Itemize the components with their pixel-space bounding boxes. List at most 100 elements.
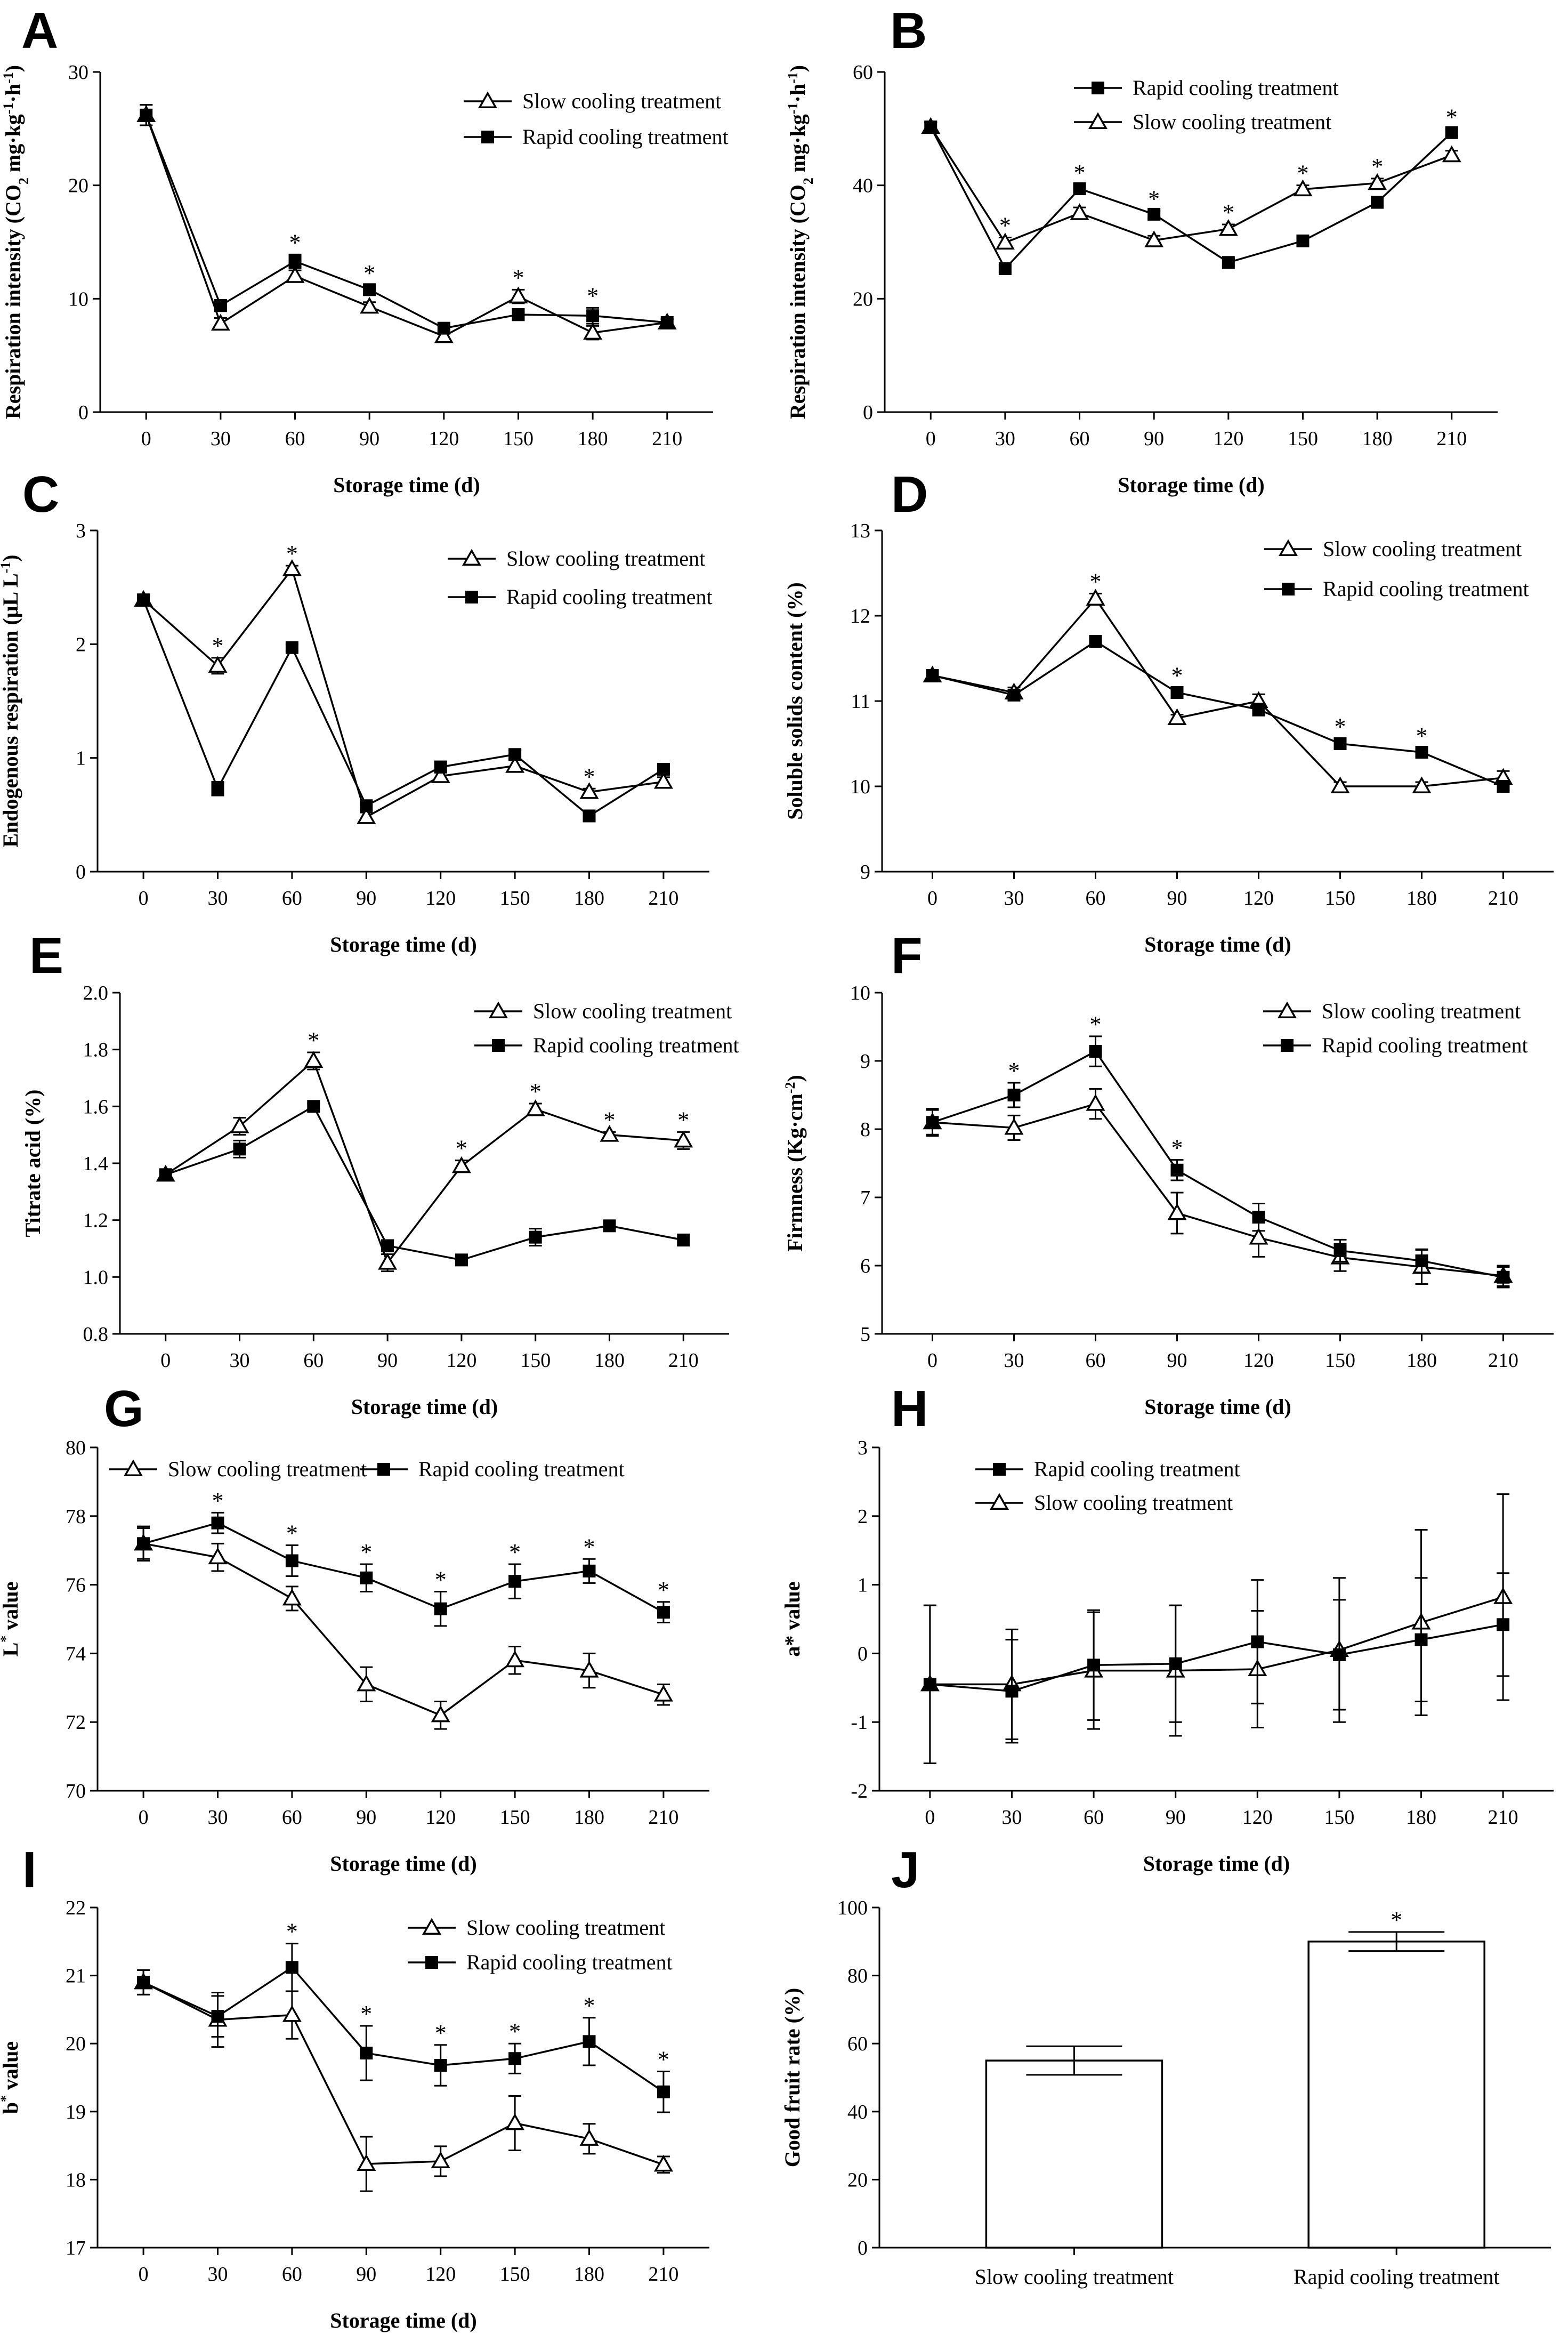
x-tick-label: 180 [574, 1806, 604, 1829]
legend-marker [478, 91, 498, 108]
data-point [431, 766, 450, 783]
legend: Slow cooling treatment Rapid cooling trea… [464, 89, 729, 149]
data-point [1004, 1117, 1024, 1135]
data-point [583, 2035, 596, 2048]
legend-marker [481, 131, 494, 143]
significance-star: * [308, 1027, 319, 1053]
y-tick-label: 60 [853, 61, 873, 84]
x-tick-label: 180 [574, 887, 604, 910]
significance-star: * [1008, 1058, 1020, 1084]
panel-letter: I [22, 1841, 37, 1898]
panel-d: D 9 10 11 12 13 Soluble solids content (%) 0 30 6… [783, 466, 1554, 956]
legend-label: Slow cooling treatment [1323, 537, 1522, 561]
data-point [1089, 635, 1102, 648]
legend-marker [989, 1493, 1009, 1510]
data-point [434, 760, 447, 774]
series-line [932, 1050, 1504, 1278]
y-tick-label: 72 [66, 1711, 86, 1734]
panel-b: B 0 20 40 60 Respiration intensity (CO2 mg·kg… [785, 2, 1498, 497]
legend-marker [422, 1918, 442, 1935]
y-tick-label: 76 [66, 1574, 86, 1597]
panel-letter: J [891, 1841, 919, 1898]
series-line [142, 567, 664, 819]
legend-label: Slow cooling treatment [1322, 999, 1521, 1023]
x-tick-label: 120 [1243, 1349, 1274, 1372]
x-tick-label: 30 [208, 1806, 228, 1829]
legend-label: Slow cooling treatment [522, 89, 721, 113]
data-point [230, 1116, 249, 1133]
significance-star: * [212, 633, 224, 659]
legend: Slow cooling treatment Rapid cooling trea… [1263, 999, 1528, 1057]
legend: Rapid cooling treatment Slow cooling trea… [975, 1457, 1240, 1515]
series-line [930, 1623, 1504, 1693]
data-point [1147, 207, 1161, 221]
x-tick-label: 30 [1004, 1349, 1024, 1372]
legend-label: Rapid cooling treatment [522, 125, 729, 149]
panel-letter: G [104, 1380, 144, 1437]
data-point [583, 809, 596, 823]
significance-star: * [286, 1520, 298, 1547]
data-point [1167, 1203, 1187, 1220]
x-tick-label: 30 [208, 887, 228, 910]
data-point [285, 1961, 298, 1974]
y-tick-label: 80 [847, 1965, 868, 1987]
series-rapid [137, 1511, 670, 1627]
y-tick-label: 9 [860, 1050, 870, 1073]
x-tick-label: 60 [1086, 887, 1106, 910]
series-rapid [924, 120, 1458, 275]
data-point [926, 1116, 939, 1129]
y-tick-label: 3 [858, 1437, 868, 1459]
data-point [357, 807, 376, 824]
x-tick-label: 120 [1243, 887, 1274, 910]
legend-label: Slow cooling treatment [533, 999, 732, 1023]
y-tick-label: 5 [860, 1323, 870, 1346]
data-point [1144, 230, 1164, 247]
significance-star: * [658, 1577, 669, 1603]
x-tick-label: 210 [652, 428, 682, 450]
x-tick-label: 120 [425, 887, 456, 910]
data-point [586, 309, 600, 323]
data-point [455, 1253, 468, 1267]
panel-h: H -2 -1 0 1 2 3 a* value 0 30 60 90 120 150 180 210 Stor… [780, 1380, 1554, 1876]
data-point [653, 771, 673, 789]
x-tick-label: 0 [139, 887, 149, 910]
x-category-label: Rapid cooling treatment [1294, 2265, 1500, 2289]
data-point [1167, 708, 1187, 725]
y-axis-title: Good fruit rate (%) [780, 1988, 804, 2168]
significance-star: * [999, 212, 1011, 238]
legend-label: Slow cooling treatment [466, 1916, 665, 1939]
legend: Slow cooling treatment Rapid cooling trea… [109, 1457, 625, 1481]
data-point [1249, 1227, 1268, 1245]
data-point [1218, 219, 1238, 236]
series-line [143, 1522, 664, 1613]
panel-letter: H [891, 1380, 928, 1437]
legend-label: Slow cooling treatment [506, 546, 705, 570]
y-axis-title: Firmness (Kg·cm-2) [782, 1075, 807, 1252]
bar [1307, 1941, 1485, 2249]
x-tick-label: 90 [359, 428, 379, 450]
y-axis-title: Respiration intensity (CO2 mg·kg-1·h-1) [1, 65, 31, 419]
data-point [285, 266, 305, 283]
series-line [165, 1105, 684, 1261]
data-point [208, 656, 228, 673]
y-tick-label: 0.8 [83, 1323, 109, 1346]
significance-star: * [1171, 662, 1183, 688]
data-point [583, 1564, 596, 1578]
y-tick-label: 6 [860, 1255, 870, 1277]
data-point [1415, 1633, 1428, 1646]
x-tick-label: 60 [282, 1806, 302, 1829]
x-tick-label: 90 [377, 1349, 398, 1372]
y-tick-label: 9 [860, 861, 870, 883]
data-point [508, 286, 528, 304]
data-point [304, 1051, 324, 1068]
series-line [143, 1981, 664, 2166]
series-rapid [137, 593, 670, 823]
data-point [505, 756, 525, 773]
data-point [360, 2047, 373, 2060]
significance-star: * [360, 2001, 372, 2027]
data-point [1089, 1045, 1102, 1058]
y-tick-label: -2 [851, 1780, 868, 1802]
data-point [288, 255, 302, 268]
significance-star: * [658, 2047, 669, 2073]
panel-letter: B [890, 2, 927, 59]
